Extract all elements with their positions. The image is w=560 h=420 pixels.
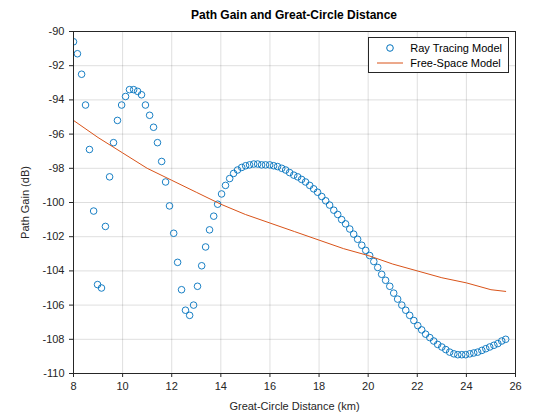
svg-text:-104: -104 (42, 264, 64, 276)
svg-text:20: 20 (362, 380, 374, 392)
svg-text:-98: -98 (49, 162, 65, 174)
html-text:Free-Space Model: Free-Space Model (410, 56, 501, 69)
svg-text:-92: -92 (49, 59, 65, 71)
svg-text:-90: -90 (49, 25, 65, 37)
svg-text:-108: -108 (42, 333, 64, 345)
svg-text:26: 26 (509, 380, 521, 392)
svg-text:Path Gain (dB): Path Gain (dB) (19, 166, 31, 239)
svg-text:-110: -110 (43, 367, 64, 379)
svg-text:10: 10 (116, 380, 128, 392)
html-text:Ray Tracing Model: Ray Tracing Model (410, 41, 502, 54)
svg-text:-106: -106 (42, 299, 64, 311)
svg-text:18: 18 (313, 380, 325, 392)
svg-text:24: 24 (460, 380, 472, 392)
svg-text:-94: -94 (49, 93, 65, 105)
html-text:Path Gain and Great-Circle Dis: Path Gain and Great-Circle Distance (191, 8, 397, 22)
svg-text:8: 8 (70, 380, 76, 392)
svg-text:16: 16 (264, 380, 276, 392)
svg-text:-96: -96 (49, 128, 65, 140)
svg-text:12: 12 (166, 380, 178, 392)
svg-text:22: 22 (411, 380, 423, 392)
svg-text:Great-Circle Distance (km): Great-Circle Distance (km) (229, 400, 359, 412)
svg-text:-100: -100 (42, 196, 64, 208)
svg-text:-102: -102 (42, 230, 64, 242)
svg-text:14: 14 (215, 380, 227, 392)
